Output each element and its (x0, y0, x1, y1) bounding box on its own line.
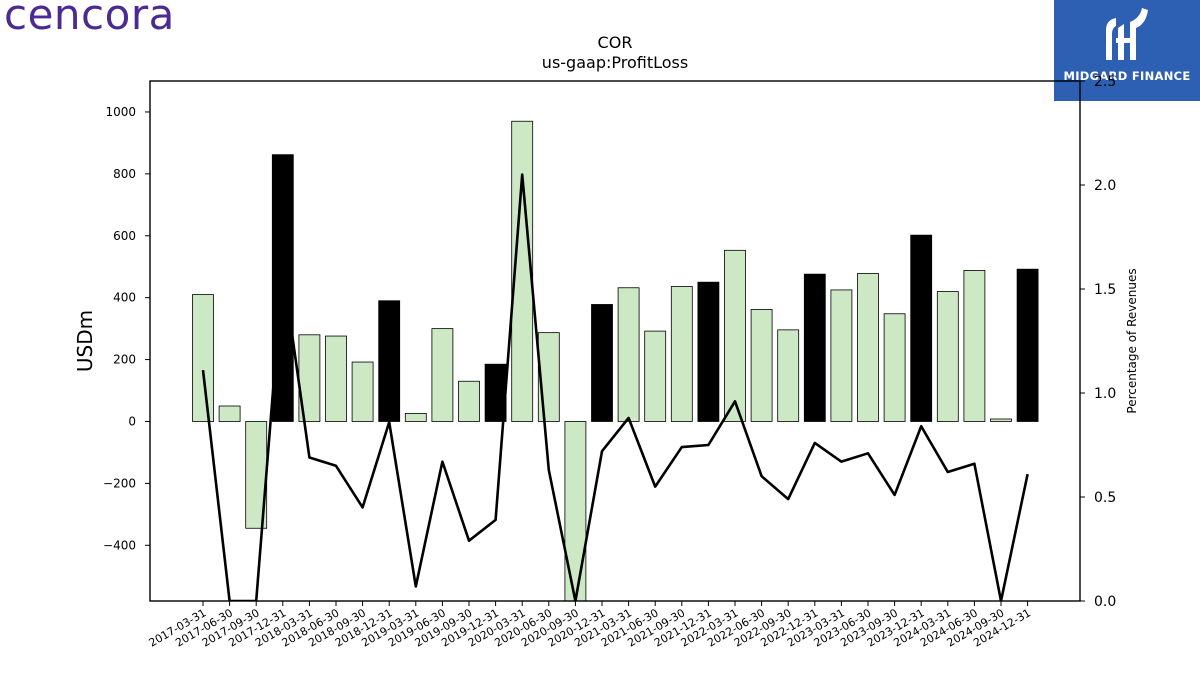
bar (644, 330, 667, 422)
y-tick-label: 1000 (105, 105, 136, 119)
bar (431, 328, 454, 422)
partner-logo-icon (1106, 8, 1148, 60)
bar (777, 329, 800, 422)
bar (990, 418, 1012, 422)
y2-tick-label: 1.5 (1094, 282, 1116, 298)
y-tick-label: 400 (113, 291, 136, 305)
y-axis-label: USDm (73, 310, 97, 372)
bar (564, 421, 587, 601)
bar (936, 291, 959, 422)
bar (803, 273, 826, 422)
y2-tick-label: 0.0 (1094, 594, 1116, 610)
y-tick-label: 200 (113, 353, 136, 367)
bar (857, 273, 879, 422)
bar (591, 304, 613, 422)
y-tick-label: 600 (113, 229, 136, 243)
chart-title: COR (598, 33, 633, 52)
bar (617, 287, 640, 422)
bar (404, 413, 427, 422)
bar (910, 234, 933, 422)
bar (351, 361, 374, 422)
bar (963, 270, 986, 422)
y2-tick-label: 1.0 (1094, 386, 1116, 402)
y-tick-label: −200 (103, 476, 136, 490)
bar (218, 405, 241, 422)
bar (750, 309, 773, 422)
line-series (201, 173, 1029, 601)
series-line (201, 173, 1029, 601)
y2-tick-label: 2.0 (1094, 178, 1116, 194)
company-logo: cencora (4, 0, 175, 39)
y2-tick-label: 2.5 (1094, 74, 1116, 90)
bar (830, 289, 853, 422)
bar (724, 249, 746, 422)
bar (271, 154, 294, 422)
bar (325, 335, 347, 422)
partner-name: MIDGARD FINANCE (1063, 69, 1191, 83)
bar (670, 286, 693, 422)
plot-frame (149, 80, 1081, 602)
y-tick-label: −400 (103, 538, 136, 552)
partner-badge: MIDGARD FINANCE (1054, 0, 1200, 101)
bar (458, 380, 480, 422)
y2-axis-label: Percentage of Revenues (1125, 268, 1139, 413)
y-tick-label: 0 (128, 414, 136, 428)
bar-series (192, 120, 1039, 601)
bar (378, 300, 401, 422)
y2-tick-label: 0.5 (1094, 490, 1116, 506)
bar (1016, 268, 1039, 422)
bar (511, 120, 534, 422)
y-tick-label: 800 (113, 167, 136, 181)
chart-subtitle: us-gaap:ProfitLoss (542, 53, 688, 72)
bar (883, 313, 906, 422)
bar (192, 294, 214, 422)
bar (697, 281, 720, 422)
